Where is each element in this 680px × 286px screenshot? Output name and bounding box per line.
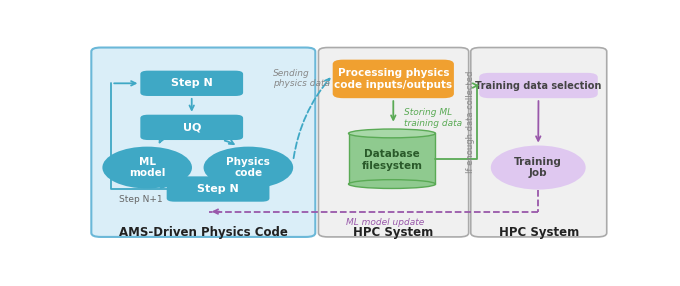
FancyBboxPatch shape	[167, 176, 269, 202]
Text: Sending
physics data: Sending physics data	[273, 69, 330, 88]
Text: ML
model: ML model	[129, 157, 165, 178]
Text: Training
Job: Training Job	[514, 157, 562, 178]
Text: Step N: Step N	[197, 184, 239, 194]
FancyBboxPatch shape	[140, 71, 243, 96]
FancyBboxPatch shape	[318, 47, 469, 237]
Text: UQ: UQ	[182, 122, 201, 132]
Text: Step N+1: Step N+1	[119, 195, 163, 204]
Text: Storing ML
training data: Storing ML training data	[404, 108, 462, 128]
Ellipse shape	[348, 129, 435, 138]
Text: Processing physics
code inputs/outputs: Processing physics code inputs/outputs	[335, 68, 452, 90]
Text: Training data selection: Training data selection	[475, 81, 602, 91]
Text: If enough data collected: If enough data collected	[466, 71, 475, 173]
FancyBboxPatch shape	[91, 47, 316, 237]
Text: Physics
code: Physics code	[226, 157, 271, 178]
Ellipse shape	[348, 180, 435, 188]
FancyBboxPatch shape	[471, 47, 607, 237]
Text: Database
filesystem: Database filesystem	[362, 149, 422, 171]
Text: Step N: Step N	[171, 78, 213, 88]
Text: HPC System: HPC System	[498, 226, 579, 239]
Text: ML model update: ML model update	[346, 218, 424, 227]
Ellipse shape	[491, 146, 585, 190]
Ellipse shape	[103, 147, 192, 188]
Text: AMS-Driven Physics Code: AMS-Driven Physics Code	[118, 226, 288, 239]
Ellipse shape	[203, 147, 293, 188]
Text: HPC System: HPC System	[353, 226, 433, 239]
Bar	[348, 133, 435, 184]
FancyBboxPatch shape	[333, 60, 454, 98]
FancyBboxPatch shape	[479, 73, 598, 98]
FancyBboxPatch shape	[140, 115, 243, 140]
